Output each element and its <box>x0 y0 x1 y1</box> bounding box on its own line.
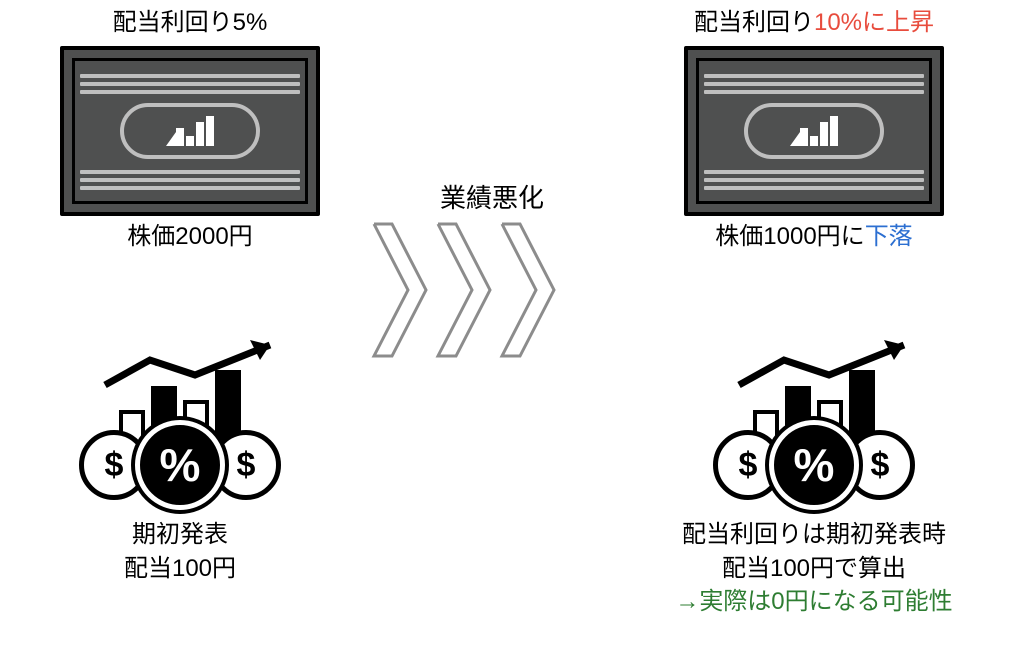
chevron-icon <box>434 220 494 360</box>
chevron-arrows <box>370 220 558 360</box>
percent-coin-icon: % <box>135 420 225 510</box>
bottom-left-block: $ % $ 期初発表 配当100円 <box>50 340 310 585</box>
chevron-icon <box>498 220 558 360</box>
factory-icon <box>790 116 838 146</box>
dividend-finance-icon: $ % $ <box>70 340 290 510</box>
top-right-title: 配当利回り10%に上昇 <box>634 6 994 40</box>
percent-coin-icon: % <box>769 420 859 510</box>
top-left-block: 配当利回り5% 株価2000円 <box>40 6 340 253</box>
chevron-icon <box>370 220 430 360</box>
top-right-caption-prefix: 株価1000円に <box>715 223 864 250</box>
top-left-title: 配当利回り5% <box>40 6 340 40</box>
bottom-left-line2: 配当100円 <box>50 552 310 586</box>
bottom-left-line1: 期初発表 <box>50 518 310 552</box>
top-right-caption: 株価1000円に下落 <box>634 220 994 254</box>
bottom-right-block: $ % $ 配当利回りは期初発表時 配当100円で算出 →実際は0円になる可能性 <box>624 340 1004 619</box>
top-left-caption: 株価2000円 <box>40 220 340 254</box>
center-label: 業績悪化 <box>440 178 544 215</box>
top-right-title-highlight: 10%に上昇 <box>814 9 934 36</box>
dividend-finance-icon: $ % $ <box>704 340 924 510</box>
top-right-caption-highlight: 下落 <box>865 223 913 250</box>
top-right-title-prefix: 配当利回り <box>694 9 814 36</box>
stock-certificate-icon <box>60 46 320 216</box>
top-right-block: 配当利回り10%に上昇 株価1000円に下落 <box>634 6 994 253</box>
bottom-right-line3-prefix: → <box>675 588 699 615</box>
bottom-right-line1: 配当利回りは期初発表時 <box>624 518 1004 552</box>
bottom-right-line3: →実際は0円になる可能性 <box>624 585 1004 619</box>
stock-certificate-icon <box>684 46 944 216</box>
bottom-right-line3-highlight: 実際は0円になる可能性 <box>699 588 952 615</box>
bottom-right-line2: 配当100円で算出 <box>624 552 1004 586</box>
factory-icon <box>166 116 214 146</box>
